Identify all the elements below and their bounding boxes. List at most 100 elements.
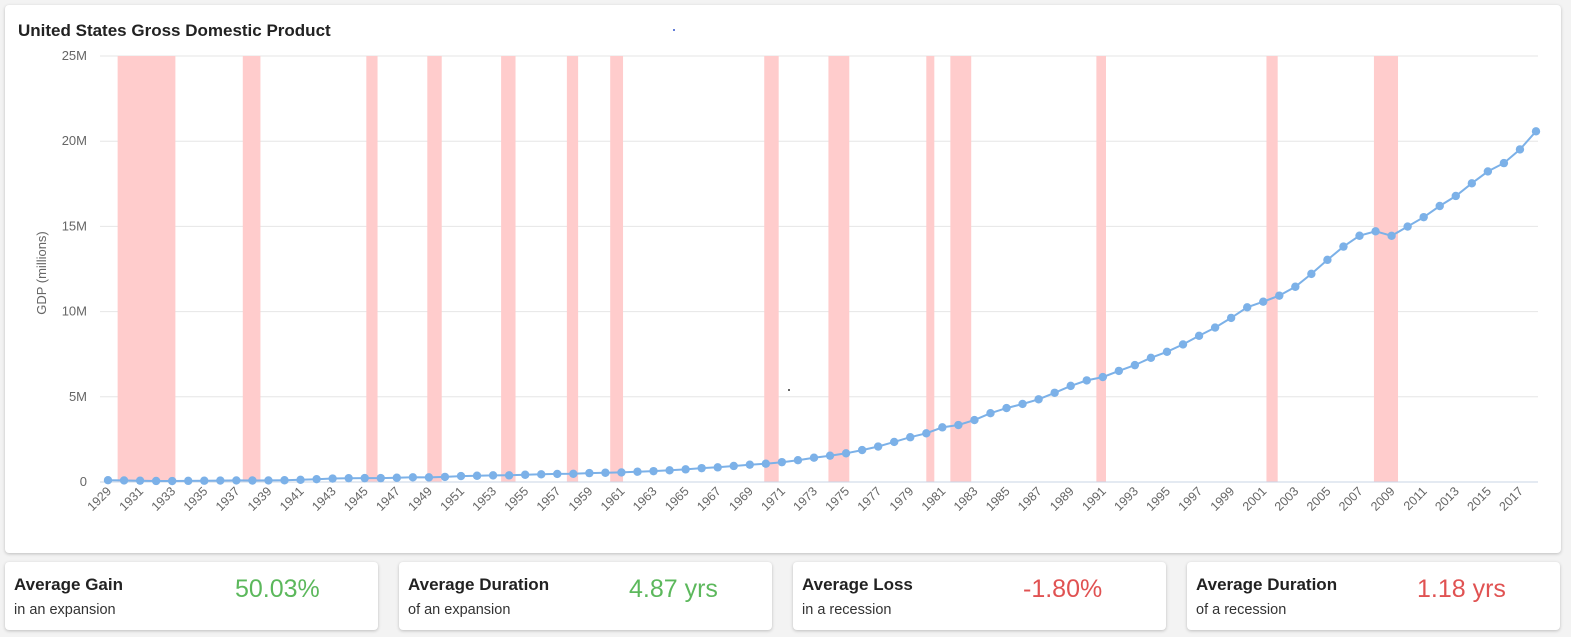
data-point [1194,331,1204,341]
series-line [107,130,1537,482]
data-point [665,466,674,475]
data-point [1162,347,1172,357]
stat-title: Average Duration [408,575,550,594]
data-point [1034,395,1043,404]
x-tick-label: 2005 [1304,484,1334,514]
data-point [681,465,690,474]
data-point [553,469,562,479]
x-tick-label: 1959 [566,484,596,514]
data-point [151,476,161,486]
data-point [809,453,819,462]
x-tick-label: 2013 [1432,484,1462,514]
data-point [745,460,754,469]
data-point [1355,231,1364,240]
stat-title: Average Loss [802,575,913,594]
stat-value: 4.87 yrs [629,575,718,603]
data-point [248,476,257,485]
y-tick-label: 20M [62,133,87,148]
data-point [761,459,771,468]
data-point [986,408,995,418]
data-point [1242,303,1252,312]
x-tick-label: 1963 [630,484,660,514]
data-point [504,471,514,480]
data-point [1483,167,1493,176]
data-point [1210,323,1220,332]
data-point [1114,366,1124,376]
data-point [1419,212,1428,222]
data-point [1066,381,1075,391]
data-point [296,475,305,484]
stat-value: -1.80% [1023,575,1103,603]
gdp-chart: 0 5M 10M 15M 20M 25M 1929 1931 1933 1935 1937 1939… [34,48,1541,514]
recession-band [950,56,972,482]
recession-band [566,56,579,482]
data-point [954,420,963,430]
data-point [857,445,867,455]
y-axis-label: GDP (millions) [34,231,49,315]
x-tick-label: 1973 [791,484,821,514]
x-tick-label: 1935 [181,484,211,514]
recession-band [1266,56,1278,482]
x-tick-label: 1981 [919,484,949,514]
stat-subtitle: of an expansion [408,602,511,618]
y-tick-label: 25M [62,48,87,63]
data-point [1515,145,1525,154]
recession-band [764,56,779,482]
recession-band [1096,56,1106,482]
y-tick-label: 10M [62,304,87,319]
x-tick-label: 1929 [85,484,115,514]
data-point [569,469,578,479]
x-tick-label: 1941 [277,484,307,514]
x-tick-label: 1983 [951,484,981,514]
x-tick-label: 1945 [341,484,371,514]
data-point [729,461,738,471]
recession-band [427,56,442,482]
recession-bands [117,56,1399,482]
data-point [1387,231,1396,240]
stray-dot [788,389,790,391]
x-tick-label: 1991 [1079,484,1109,514]
data-point [841,449,851,458]
x-tick-label: 2015 [1464,484,1494,514]
data-point [232,476,241,485]
data-point [392,473,402,482]
x-tick-label: 1993 [1111,484,1141,514]
recession-band [828,56,850,482]
data-point [1435,201,1444,211]
x-tick-label: 1961 [598,484,628,514]
stat-card-average-gain: Average Gain in an expansion 50.03% [5,562,378,630]
data-point [713,463,722,472]
data-point [1050,388,1059,397]
y-axis-ticks: 0 5M 10M 15M 20M 25M [62,48,87,489]
recession-band [242,56,261,482]
data-point [1323,255,1332,265]
y-tick-label: 0 [80,474,87,489]
recession-band [1373,56,1399,482]
stat-value: 1.18 yrs [1417,575,1506,603]
x-tick-label: 1955 [502,484,532,514]
data-point [1467,179,1477,188]
series-points [103,127,1541,486]
data-point [184,476,193,486]
data-point [1275,291,1284,300]
recession-band [926,56,935,482]
data-point [103,476,113,485]
x-tick-label: 1951 [438,484,468,514]
data-point [633,467,642,476]
stat-subtitle: in an expansion [14,602,116,618]
stray-dot [673,29,675,31]
y-tick-label: 5M [69,389,87,404]
x-tick-label: 2011 [1401,484,1430,513]
data-point [1499,158,1509,168]
x-tick-label: 2001 [1240,484,1270,514]
x-tick-label: 1971 [758,484,788,514]
data-point [1130,360,1140,370]
data-point [777,457,787,467]
x-tick-label: 1937 [213,484,243,514]
data-point [649,466,658,476]
data-point [1451,191,1460,201]
data-point [1339,242,1348,251]
data-point [135,476,145,485]
recession-band [501,56,516,482]
stat-value: 50.03% [235,575,320,603]
